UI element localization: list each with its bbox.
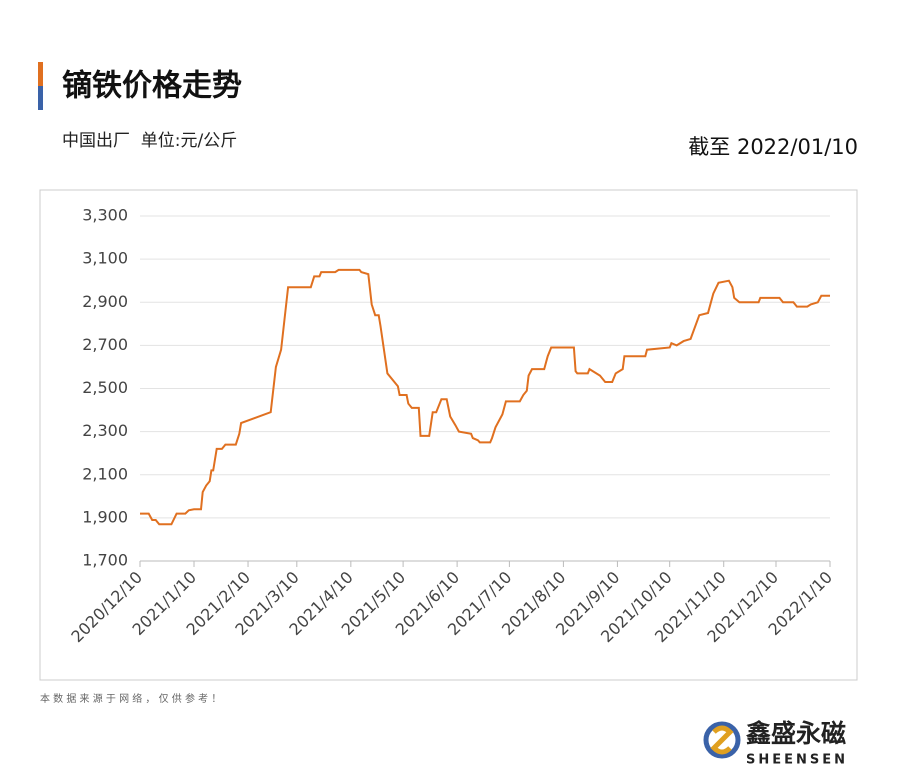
logo-icon bbox=[703, 721, 741, 759]
source-note: 本 数 据 来 源 于 网 络 ， 仅 供 参 考 ！ bbox=[40, 692, 221, 705]
y-tick-label: 2,900 bbox=[82, 292, 128, 311]
y-tick-label: 1,700 bbox=[82, 551, 128, 570]
title-accent bbox=[38, 62, 43, 86]
y-tick-label: 3,100 bbox=[82, 249, 128, 268]
y-tick-label: 2,500 bbox=[82, 378, 128, 397]
date-note: 截至 2022/01/10 bbox=[688, 135, 858, 159]
brand-en: SHEENSEN bbox=[746, 753, 848, 768]
y-tick-label: 3,300 bbox=[82, 206, 128, 225]
title-accent bbox=[38, 86, 43, 110]
x-tick-label: 2020/12/10 bbox=[67, 568, 146, 647]
subtitle: 中国出厂 单位:元/公斤 bbox=[62, 131, 237, 151]
chart-title: 镝铁价格走势 bbox=[62, 69, 242, 104]
brand: 鑫盛永磁 bbox=[746, 719, 846, 748]
line bbox=[140, 268, 830, 526]
y-tick-label: 2,700 bbox=[82, 335, 128, 354]
logo-icon bbox=[710, 725, 734, 755]
y-tick-label: 2,300 bbox=[82, 421, 128, 440]
y-tick-label: 2,100 bbox=[82, 464, 128, 483]
y-tick-label: 1,900 bbox=[82, 507, 128, 526]
chart-frame bbox=[39, 189, 858, 681]
logo: 鑫盛永磁 SHEENSEN bbox=[703, 719, 848, 768]
